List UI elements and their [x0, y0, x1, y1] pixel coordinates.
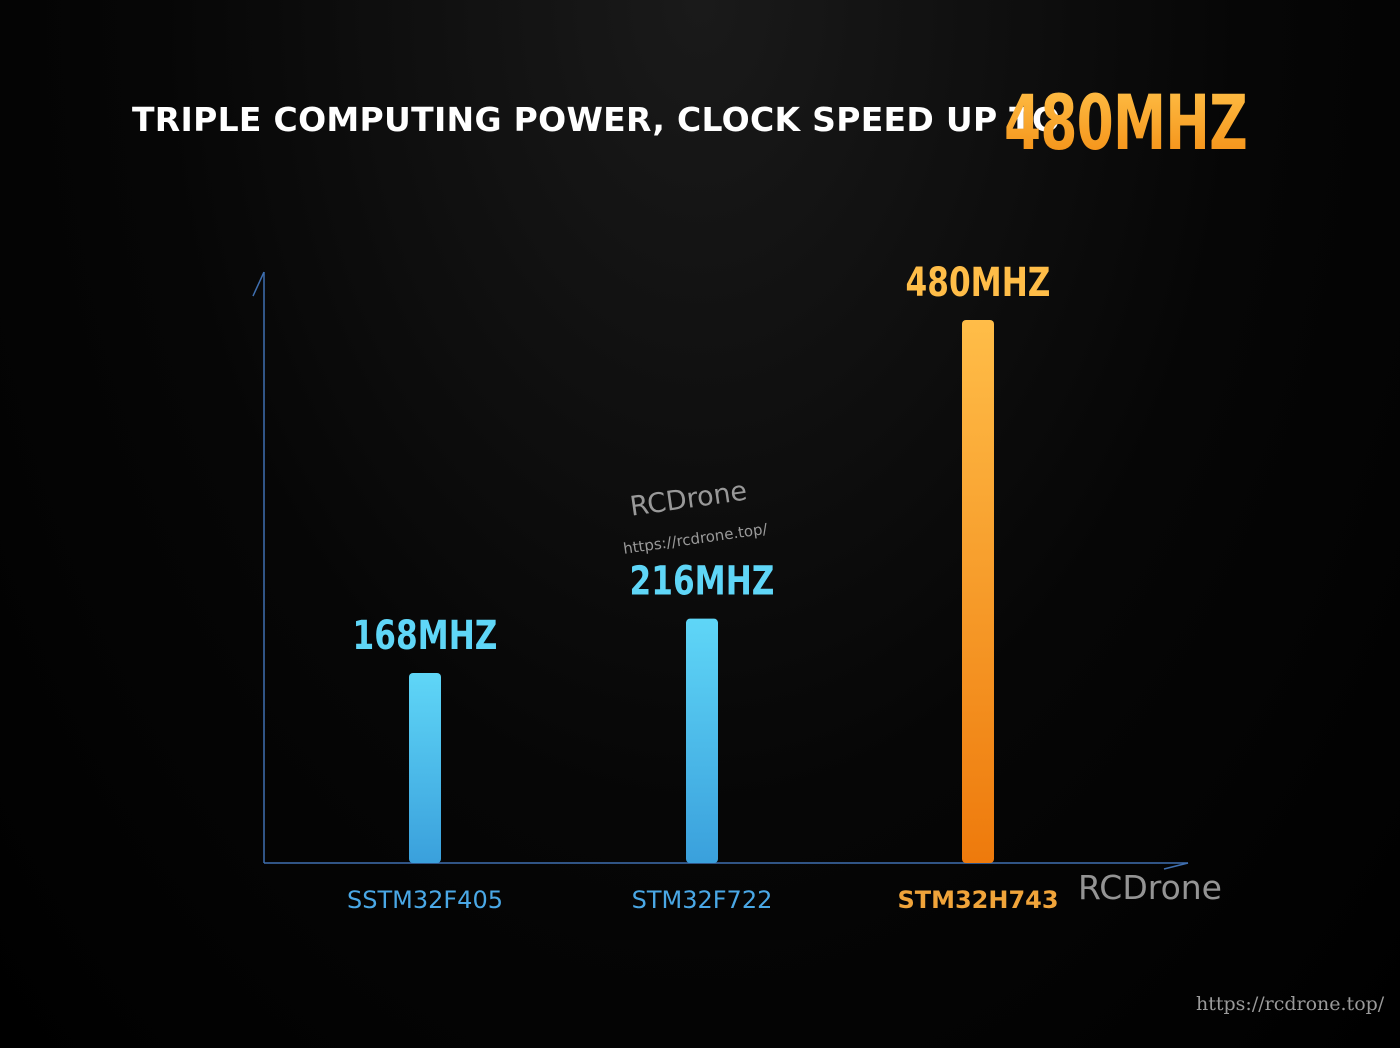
headline-text: TRIPLE COMPUTING POWER, CLOCK SPEED UP T… [132, 100, 1061, 139]
footer-url: https://rcdrone.top/ [1196, 993, 1385, 1015]
x-axis-arrow [1163, 862, 1189, 870]
value-label-0: 168MHZ [353, 613, 498, 659]
bar-stm32f722 [686, 618, 718, 863]
value-label-1: 216MHZ [630, 559, 775, 605]
headline: TRIPLE COMPUTING POWER, CLOCK SPEED UP T… [0, 78, 1400, 178]
category-label-1: STM32F722 [632, 886, 773, 914]
value-label-2: 480MHZ [906, 260, 1051, 306]
y-axis-arrow [252, 271, 265, 297]
category-label-0: SSTM32F405 [347, 886, 503, 914]
category-label-2: STM32H743 [897, 886, 1058, 914]
headline-highlight: 480MHZ [1004, 78, 1248, 167]
watermark-corner-text: RCDrone [1078, 868, 1222, 907]
bar-stm32h743 [962, 320, 994, 863]
bar-sstm32f405 [409, 672, 441, 863]
